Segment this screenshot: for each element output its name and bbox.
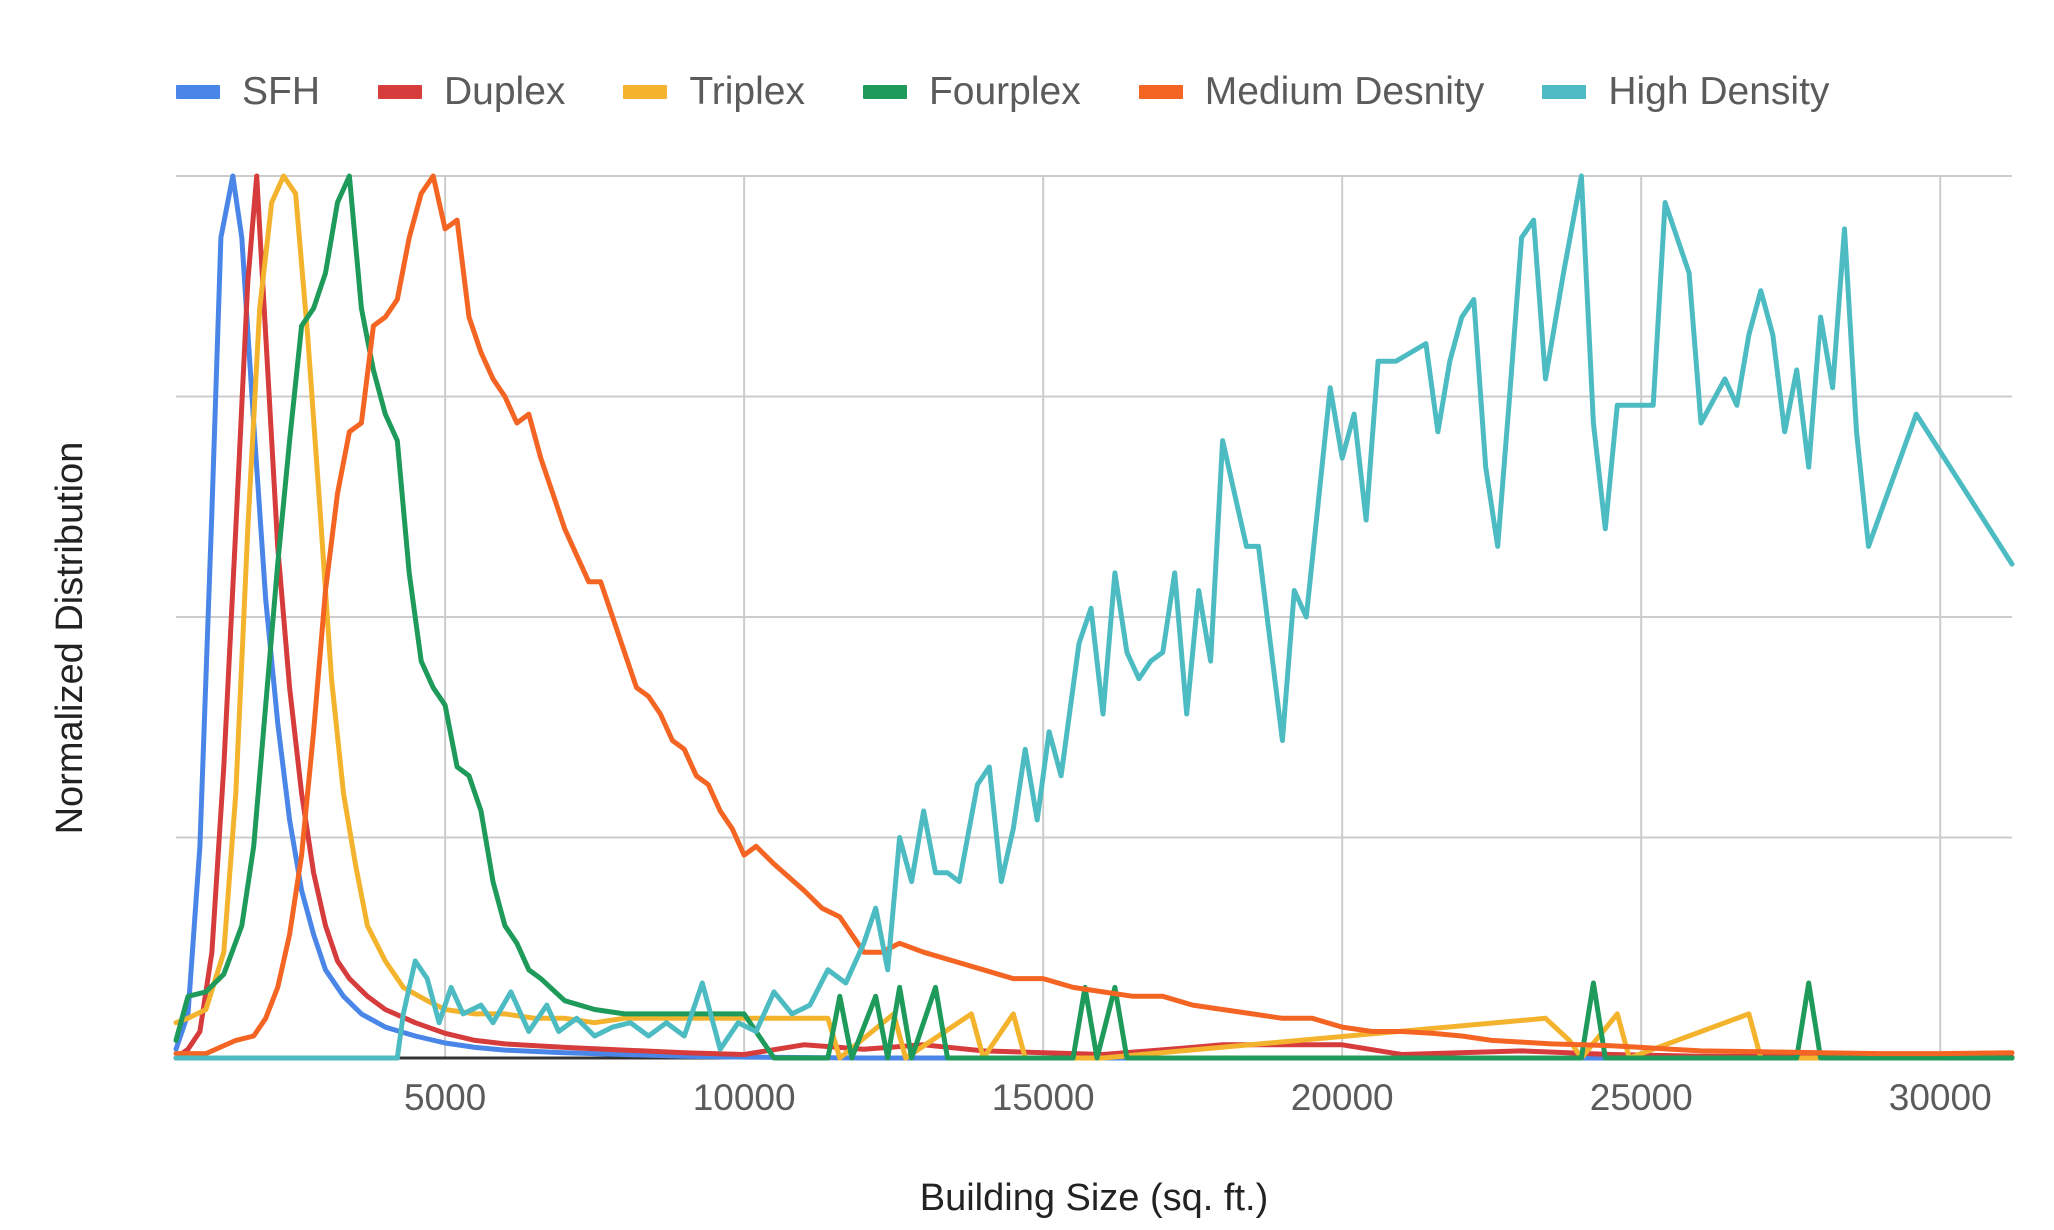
legend-swatch-high-density bbox=[1542, 85, 1587, 99]
legend-label-medium-desnity: Medium Desnity bbox=[1204, 70, 1485, 113]
legend-label-fourplex: Fourplex bbox=[928, 70, 1081, 113]
legend-label-duplex: Duplex bbox=[444, 70, 566, 113]
y-axis-title: Normalized Distribution bbox=[49, 442, 91, 835]
series-line-fourplex bbox=[173, 173, 2015, 1061]
legend-item-sfh: SFH bbox=[176, 70, 320, 114]
series-line-triplex bbox=[173, 173, 2015, 1061]
x-tick-label-5000: 5000 bbox=[404, 1077, 486, 1118]
x-tick-labels: 5000 10000 15000 20000 25000 30000 bbox=[404, 1077, 1992, 1118]
x-tick-label-15000: 15000 bbox=[992, 1077, 1095, 1118]
legend-item-medium-desnity: Medium Desnity bbox=[1138, 70, 1485, 114]
legend-swatch-medium-desnity bbox=[1138, 85, 1183, 99]
x-tick-label-20000: 20000 bbox=[1291, 1077, 1394, 1118]
x-tick-label-30000: 30000 bbox=[1889, 1077, 1992, 1118]
legend-swatch-fourplex bbox=[862, 85, 907, 99]
legend-item-duplex: Duplex bbox=[378, 70, 565, 114]
legend-label-sfh: SFH bbox=[242, 70, 320, 113]
x-axis-title: Building Size (sq. ft.) bbox=[920, 1177, 1268, 1219]
chart-legend: SFH Duplex Triplex Fourplex Medium Desnity Hi… bbox=[176, 62, 1887, 122]
series-lines bbox=[173, 173, 2015, 1061]
series-line-sfh bbox=[173, 173, 2015, 1061]
legend-swatch-duplex bbox=[378, 85, 422, 99]
legend-label-triplex: Triplex bbox=[689, 70, 805, 113]
x-tick-label-25000: 25000 bbox=[1590, 1077, 1693, 1118]
legend-item-triplex: Triplex bbox=[623, 70, 805, 114]
x-tick-label-10000: 10000 bbox=[693, 1077, 796, 1118]
series-line-high-density bbox=[173, 173, 2015, 1061]
legend-item-high-density: High Density bbox=[1542, 70, 1829, 114]
legend-swatch-triplex bbox=[623, 85, 668, 99]
legend-swatch-sfh bbox=[176, 85, 220, 99]
legend-item-fourplex: Fourplex bbox=[862, 70, 1081, 114]
series-line-medium-desnity bbox=[173, 173, 2015, 1057]
legend-label-high-density: High Density bbox=[1608, 70, 1830, 113]
